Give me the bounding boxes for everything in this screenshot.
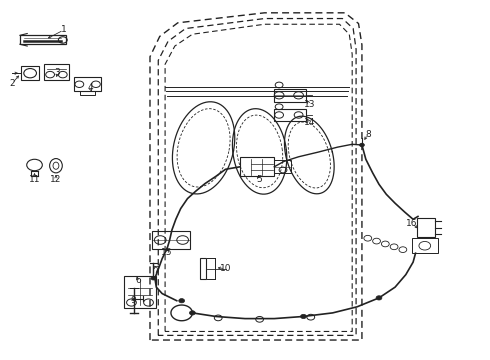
Text: 2: 2 <box>9 79 15 88</box>
Text: 12: 12 <box>50 175 62 184</box>
Circle shape <box>190 311 196 315</box>
Circle shape <box>376 296 382 300</box>
Text: 5: 5 <box>257 175 263 184</box>
Circle shape <box>179 298 185 303</box>
Text: 6: 6 <box>135 276 141 285</box>
Text: 15: 15 <box>161 248 173 257</box>
Circle shape <box>300 314 306 319</box>
Text: 11: 11 <box>29 175 40 184</box>
Text: 3: 3 <box>54 68 60 77</box>
Text: 4: 4 <box>87 83 93 92</box>
Circle shape <box>151 276 156 280</box>
Text: 16: 16 <box>406 219 417 228</box>
Text: 14: 14 <box>304 118 315 127</box>
Text: 7: 7 <box>153 266 159 275</box>
Text: 1: 1 <box>61 26 67 35</box>
Text: 8: 8 <box>365 130 370 139</box>
Text: 9: 9 <box>130 296 136 305</box>
Text: 10: 10 <box>220 264 231 273</box>
Text: 13: 13 <box>304 100 315 109</box>
Circle shape <box>360 143 365 147</box>
